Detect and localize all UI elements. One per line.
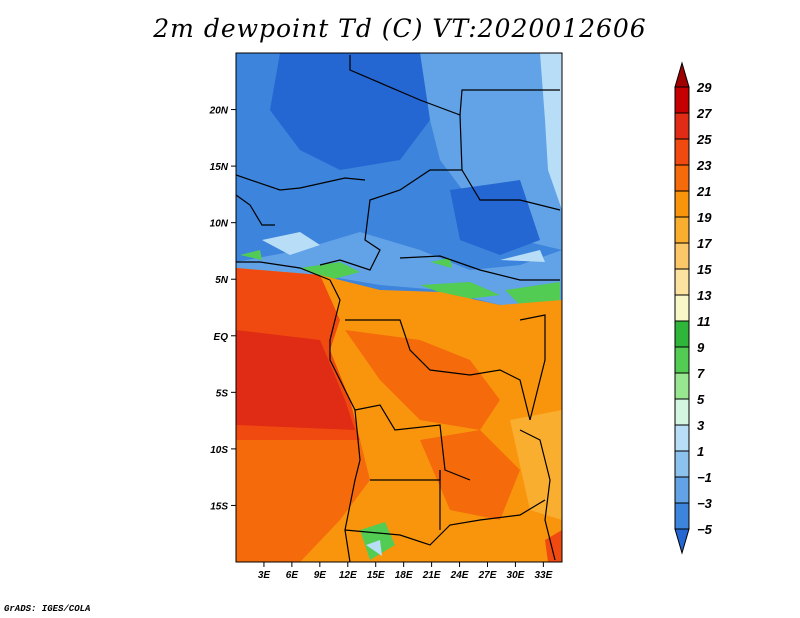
colorbar-swatch: [674, 398, 690, 426]
colorbar-swatch: [674, 86, 690, 114]
latitude-axis: 20N 15N 10N 5N EQ 5S 10S 15S: [209, 106, 236, 512]
field-red-sea-pale: [540, 53, 562, 210]
map-title: 2m dewpoint Td (C) VT:2020012606: [153, 14, 647, 43]
colorbar-label: 21: [696, 184, 711, 199]
colorbar-label: 3: [697, 418, 705, 433]
lon-tick-label: 24E: [450, 570, 469, 581]
field-deep-dry: [270, 53, 430, 170]
colorbar-label: −5: [697, 522, 713, 537]
sudan-libya-border: [459, 89, 560, 116]
field-coastal-red: [236, 330, 355, 430]
lon-tick-label: 3E: [258, 570, 271, 581]
map-frame: [235, 52, 563, 563]
lat-tick-label: 15S: [210, 501, 228, 512]
colorbar-swatch: [674, 372, 690, 400]
colorbar-swatch: [674, 294, 690, 322]
colorbar-swatch: [674, 346, 690, 374]
field-namibia-pale: [366, 540, 382, 556]
lon-tick-label: 18E: [395, 570, 413, 581]
longitude-axis: 3E 6E 9E 12E 15E 18E 21E 24E 27E 30E 33E: [258, 562, 553, 581]
dewpoint-field: [236, 53, 562, 562]
sahel-border: [236, 174, 366, 191]
lon-tick-label: 27E: [478, 570, 497, 581]
lon-tick-label: 6E: [286, 570, 299, 581]
chad-border: [319, 55, 463, 271]
field-deep-dry-2: [450, 180, 540, 255]
colorbar-swatch: [674, 138, 690, 166]
lat-tick-label: 10N: [210, 219, 229, 230]
colorbar-label: 19: [697, 210, 712, 225]
field-green-patches: [240, 250, 560, 305]
lat-tick-label: 20N: [209, 106, 229, 117]
colorbar-swatch: [674, 242, 690, 270]
colorbar-swatch: [674, 502, 690, 530]
lon-tick-label: 21E: [422, 570, 441, 581]
field-congo-orange: [345, 330, 500, 430]
colorbar-swatch: [674, 216, 690, 244]
colorbar-swatch: [674, 320, 690, 348]
colorbar-swatch: [674, 190, 690, 218]
drc-angola-border: [354, 404, 471, 481]
colorbar-label: 11: [697, 314, 711, 329]
colorbar-label: 7: [697, 366, 705, 381]
zambia-border: [344, 499, 546, 546]
colorbar-label: 9: [697, 340, 705, 355]
colorbar-bottom-arrow: [674, 528, 690, 555]
colorbar-swatch: [674, 476, 690, 504]
lon-tick-label: 33E: [534, 570, 552, 581]
colorbar-label: 5: [697, 392, 705, 407]
nigeria-west: [236, 194, 275, 226]
lat-tick-label: 15N: [210, 162, 229, 173]
lon-tick-label: 15E: [367, 570, 385, 581]
mozambique-coast: [519, 429, 556, 561]
colorbar-label: −1: [697, 470, 712, 485]
colorbar-label: 27: [696, 106, 712, 121]
lat-tick-label: 5S: [216, 388, 229, 399]
colorbar-label: 15: [697, 262, 712, 277]
colorbar-swatch: [674, 164, 690, 192]
colorbar: 29 27 25 23 21 19 17 15 13 11 9 7 5 3 1 −1 −3 −5: [674, 61, 713, 555]
lat-tick-label: EQ: [214, 332, 229, 343]
field-se-orange: [420, 430, 520, 520]
colorbar-top-arrow: [674, 61, 690, 88]
colorbar-label: 13: [697, 288, 712, 303]
lat-tick-label: 10S: [210, 445, 228, 456]
colorbar-swatch: [674, 112, 690, 140]
field-pale-patches: [262, 232, 545, 310]
lake-region: [519, 314, 546, 421]
west-african-coast: [236, 261, 331, 281]
colorbar-label: −3: [697, 496, 713, 511]
car-border: [399, 255, 560, 281]
colorbar-label: 23: [696, 158, 712, 173]
field-sw-orange: [236, 440, 370, 562]
lon-tick-label: 30E: [507, 570, 525, 581]
gulf-coast: [329, 279, 356, 411]
lon-tick-label: 9E: [314, 570, 327, 581]
lat-tick-label: 5N: [215, 275, 229, 286]
colorbar-label: 17: [697, 236, 712, 251]
congo-border: [345, 319, 531, 421]
colorbar-swatch: [674, 268, 690, 296]
country-borders: [236, 55, 561, 562]
angola-coast: [344, 409, 361, 562]
grads-credit: GrADS: IGES/COLA: [4, 604, 91, 614]
sudan-border: [461, 169, 561, 211]
colorbar-swatch: [674, 450, 690, 478]
colorbar-label: 1: [697, 444, 704, 459]
colorbar-swatch: [674, 424, 690, 452]
colorbar-label: 25: [696, 132, 712, 147]
colorbar-label: 29: [696, 80, 712, 95]
lon-tick-label: 12E: [339, 570, 357, 581]
